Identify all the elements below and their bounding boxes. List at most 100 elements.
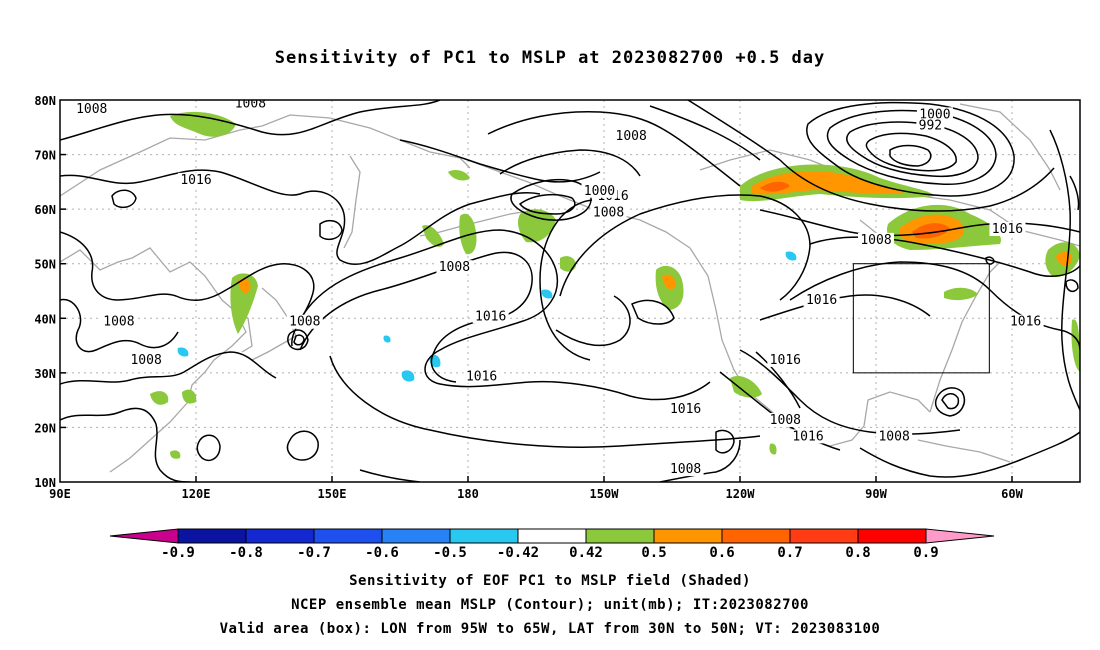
isobar: [631, 299, 675, 325]
contour-label: 1016: [670, 402, 701, 417]
lat-label: 20N: [34, 421, 56, 435]
sensitivity-area-positive: [170, 111, 236, 137]
isobar: [649, 105, 761, 161]
contour-label: 1008: [670, 462, 701, 477]
sensitivity-area-positive: [170, 450, 181, 459]
lon-label: 120W: [726, 487, 756, 501]
isobar: [60, 351, 277, 385]
isobar: [865, 132, 957, 172]
sensitivity-area-positive: [769, 443, 777, 455]
colorbar-segment: [721, 528, 791, 544]
isobar: [555, 295, 631, 347]
sensitivity-area-negative: [401, 370, 415, 382]
isobar: [60, 169, 541, 265]
contour-label: 1016: [475, 309, 506, 324]
sensitivity-area-negative: [541, 289, 553, 299]
lat-label: 70N: [34, 149, 56, 163]
sensitivity-area-negative: [177, 347, 189, 357]
footer-line-3: Valid area (box): LON from 95W to 65W, L…: [219, 621, 881, 637]
longitude-labels: 90E 120E 150E 180 150W 120W 90W 60W: [49, 487, 1023, 501]
isobar: [287, 329, 309, 351]
isobar: [755, 351, 801, 409]
coastline-north-america-west: [689, 247, 865, 447]
colorbar-label: 0.9: [913, 545, 938, 561]
latitude-labels: 80N 70N 60N 50N 40N 30N 20N 10N: [34, 94, 56, 490]
colorbar-label: 0.7: [777, 545, 802, 561]
lat-label: 40N: [34, 312, 56, 326]
lon-label: 90E: [49, 487, 71, 501]
isobar: [319, 219, 343, 241]
contour-label: 1016: [1010, 315, 1041, 330]
lon-label: 90W: [865, 487, 887, 501]
sensitivity-area-positive: [238, 278, 251, 294]
contour-label: 1008: [235, 96, 266, 111]
contour-label: 992: [919, 118, 942, 133]
colorbar-labels: -0.9 -0.8 -0.7 -0.6 -0.5 -0.42 0.42 0.5 0.6 0.7 0.…: [161, 545, 939, 561]
isobar: [934, 387, 966, 417]
colorbar-label: -0.5: [433, 545, 467, 561]
lon-label: 120E: [182, 487, 211, 501]
valid-area-box: [852, 263, 990, 374]
isobar: [739, 349, 961, 435]
lat-label: 10N: [34, 476, 56, 490]
isobar: [499, 149, 641, 177]
lat-label: 30N: [34, 367, 56, 381]
contour-label-bg: [667, 462, 704, 477]
sensitivity-area-positive: [1071, 319, 1080, 372]
isobar: [1069, 175, 1080, 211]
contour-label: 1016: [806, 293, 837, 308]
coastline-kamchatka: [343, 155, 361, 249]
isobar: [789, 261, 1080, 351]
coastline-gulf: [863, 391, 931, 427]
isobar: [60, 100, 441, 141]
sensitivity-area-negative: [383, 335, 391, 343]
isobar: [60, 407, 191, 482]
colorbar-segment: [585, 528, 655, 544]
coastline-alaska: [467, 159, 691, 249]
map-frame: [59, 99, 1081, 483]
contour-label-bg: [232, 100, 269, 111]
contour-label: 1008: [439, 260, 470, 275]
isobar: [759, 294, 931, 321]
contour-label: 1016: [992, 222, 1023, 237]
isobar: [60, 231, 315, 347]
contour-label-bg: [613, 129, 650, 144]
contour-label: 1016: [688, 80, 719, 95]
isobar: [941, 393, 960, 410]
lat-label: 50N: [34, 258, 56, 272]
sensitivity-area-positive: [752, 171, 905, 195]
contour-label-bg: [989, 221, 1026, 236]
contour-label-bg: [790, 429, 826, 444]
isobar: [985, 256, 995, 265]
colorbar-segment: [517, 528, 587, 544]
isobar: [299, 229, 711, 401]
lon-label: 150E: [318, 487, 347, 501]
coastline-asia: [60, 114, 471, 197]
contour-label: 1008: [616, 129, 647, 144]
colorbar-label: 0.42: [569, 545, 603, 561]
mslp-contours: [60, 100, 1080, 482]
colorbar-segment: [789, 528, 859, 544]
colorbar-segment: [245, 528, 315, 544]
footer-line-2: NCEP ensemble mean MSLP (Contour); unit(…: [291, 597, 809, 613]
isobar: [889, 144, 932, 167]
sensitivity-area-negative: [785, 251, 797, 261]
contour-label-bg: [73, 101, 110, 116]
sensitivity-area-positive: [518, 209, 556, 243]
lat-label: 60N: [34, 203, 56, 217]
contour-label-bg: [916, 118, 945, 133]
sensitivity-area-positive: [448, 170, 470, 181]
colorbar-segment: [925, 528, 995, 544]
colorbar-segment: [653, 528, 723, 544]
contour-label: 1016: [466, 369, 497, 384]
contour-label-bg: [436, 260, 473, 275]
contour-label: 1008: [130, 353, 161, 368]
isobar: [779, 159, 1055, 212]
sensitivity-area-positive: [459, 213, 477, 255]
lon-label: 180: [457, 487, 479, 501]
sensitivity-area-positive: [662, 274, 676, 290]
contour-label-bg: [286, 314, 323, 329]
isobar: [826, 109, 997, 185]
colorbar-label: 0.6: [709, 545, 734, 561]
colorbar-segment: [381, 528, 451, 544]
